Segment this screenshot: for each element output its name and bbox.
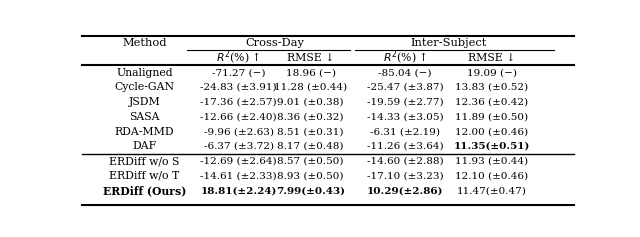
Text: JSDM: JSDM — [129, 97, 161, 107]
Text: 11.89 (±0.50): 11.89 (±0.50) — [455, 112, 528, 121]
Text: 18.81(±2.24): 18.81(±2.24) — [200, 186, 277, 195]
Text: ERDiff w/o T: ERDiff w/o T — [109, 171, 180, 181]
Text: -71.27 (−): -71.27 (−) — [212, 68, 266, 77]
Text: RMSE ↓: RMSE ↓ — [287, 53, 334, 63]
Text: ERDiff w/o S: ERDiff w/o S — [109, 156, 180, 166]
Text: 8.51 (±0.31): 8.51 (±0.31) — [277, 127, 344, 136]
Text: 11.47(±0.47): 11.47(±0.47) — [457, 186, 527, 195]
Text: RDA-MMD: RDA-MMD — [115, 127, 174, 137]
Text: RMSE ↓: RMSE ↓ — [468, 53, 515, 63]
Text: Inter-Subject: Inter-Subject — [410, 38, 486, 48]
Text: -25.47 (±3.87): -25.47 (±3.87) — [367, 83, 443, 92]
Text: $R^2$(%) ↑: $R^2$(%) ↑ — [216, 49, 261, 67]
Text: -6.37 (±3.72): -6.37 (±3.72) — [204, 142, 274, 151]
Text: Cycle-GAN: Cycle-GAN — [115, 82, 175, 92]
Text: 12.10 (±0.46): 12.10 (±0.46) — [455, 171, 528, 180]
Text: 8.57 (±0.50): 8.57 (±0.50) — [277, 157, 344, 166]
Text: 18.96 (−): 18.96 (−) — [285, 68, 335, 77]
Text: -19.59 (±2.77): -19.59 (±2.77) — [367, 98, 443, 107]
Text: -12.66 (±2.40): -12.66 (±2.40) — [200, 112, 277, 121]
Text: -9.96 (±2.63): -9.96 (±2.63) — [204, 127, 274, 136]
Text: Cross-Day: Cross-Day — [245, 38, 304, 48]
Text: -6.31 (±2.19): -6.31 (±2.19) — [370, 127, 440, 136]
Text: -17.10 (±3.23): -17.10 (±3.23) — [367, 171, 443, 180]
Text: SASA: SASA — [129, 112, 160, 122]
Text: 11.35(±0.51): 11.35(±0.51) — [454, 142, 530, 151]
Text: 19.09 (−): 19.09 (−) — [467, 68, 516, 77]
Text: -14.33 (±3.05): -14.33 (±3.05) — [367, 112, 443, 121]
Text: -11.26 (±3.64): -11.26 (±3.64) — [367, 142, 443, 151]
Text: 8.36 (±0.32): 8.36 (±0.32) — [277, 112, 344, 121]
Text: -14.61 (±2.33): -14.61 (±2.33) — [200, 171, 277, 180]
Text: 11.28 (±0.44): 11.28 (±0.44) — [274, 83, 348, 92]
Text: 7.99(±0.43): 7.99(±0.43) — [276, 186, 345, 195]
Text: -17.36 (±2.57): -17.36 (±2.57) — [200, 98, 277, 107]
Text: -14.60 (±2.88): -14.60 (±2.88) — [367, 157, 443, 166]
Text: 10.29(±2.86): 10.29(±2.86) — [367, 186, 443, 195]
Text: 8.93 (±0.50): 8.93 (±0.50) — [277, 171, 344, 180]
Text: 9.01 (±0.38): 9.01 (±0.38) — [277, 98, 344, 107]
Text: 12.36 (±0.42): 12.36 (±0.42) — [455, 98, 528, 107]
Text: -12.69 (±2.64): -12.69 (±2.64) — [200, 157, 277, 166]
Text: 12.00 (±0.46): 12.00 (±0.46) — [455, 127, 528, 136]
Text: -85.04 (−): -85.04 (−) — [378, 68, 431, 77]
Text: -24.83 (±3.91): -24.83 (±3.91) — [200, 83, 277, 92]
Text: 11.93 (±0.44): 11.93 (±0.44) — [455, 157, 528, 166]
Text: 8.17 (±0.48): 8.17 (±0.48) — [277, 142, 344, 151]
Text: ERDiff (Ours): ERDiff (Ours) — [103, 185, 186, 196]
Text: DAF: DAF — [132, 141, 157, 151]
Text: Unaligned: Unaligned — [116, 68, 173, 78]
Text: $R^2$(%) ↑: $R^2$(%) ↑ — [383, 49, 427, 67]
Text: Method: Method — [122, 38, 167, 48]
Text: 13.83 (±0.52): 13.83 (±0.52) — [455, 83, 528, 92]
